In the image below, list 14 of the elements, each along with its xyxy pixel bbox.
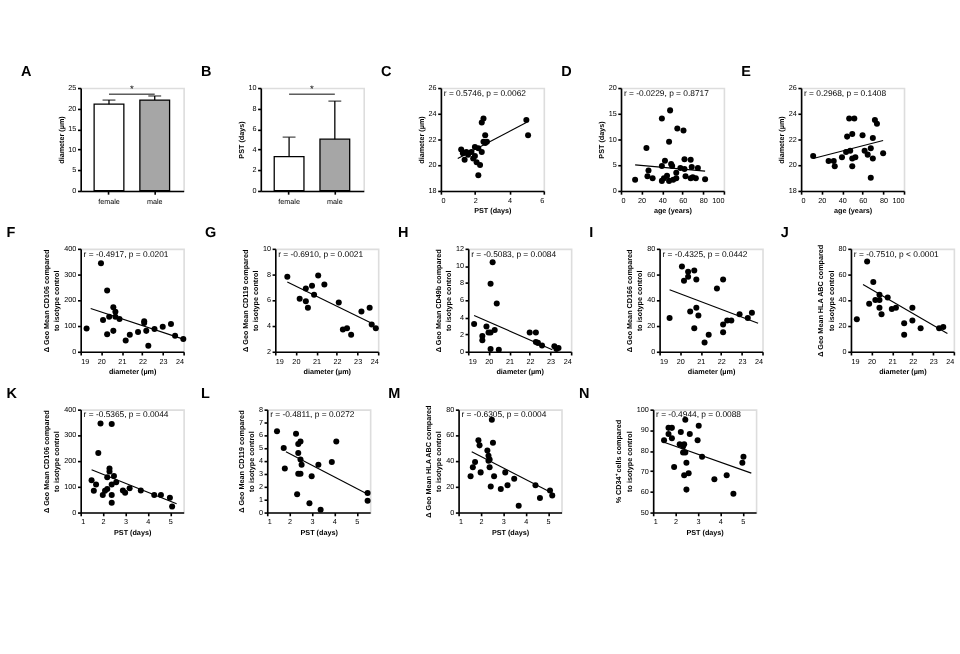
chart-title: J bbox=[780, 223, 789, 242]
chart-title: A bbox=[20, 62, 33, 81]
chart-title: D bbox=[561, 62, 572, 81]
chart-title: C bbox=[381, 62, 394, 81]
chart-title: G bbox=[205, 223, 218, 242]
chart-title: E bbox=[741, 62, 752, 81]
chart-title: F bbox=[6, 223, 17, 242]
chart-title: M bbox=[388, 383, 401, 402]
chart-title: I bbox=[589, 223, 594, 242]
chart-title: N bbox=[578, 384, 590, 403]
chart-title: B bbox=[201, 62, 212, 81]
chart-title: H bbox=[397, 223, 409, 242]
chart-title: K bbox=[6, 384, 19, 403]
chart-title: L bbox=[201, 384, 211, 403]
